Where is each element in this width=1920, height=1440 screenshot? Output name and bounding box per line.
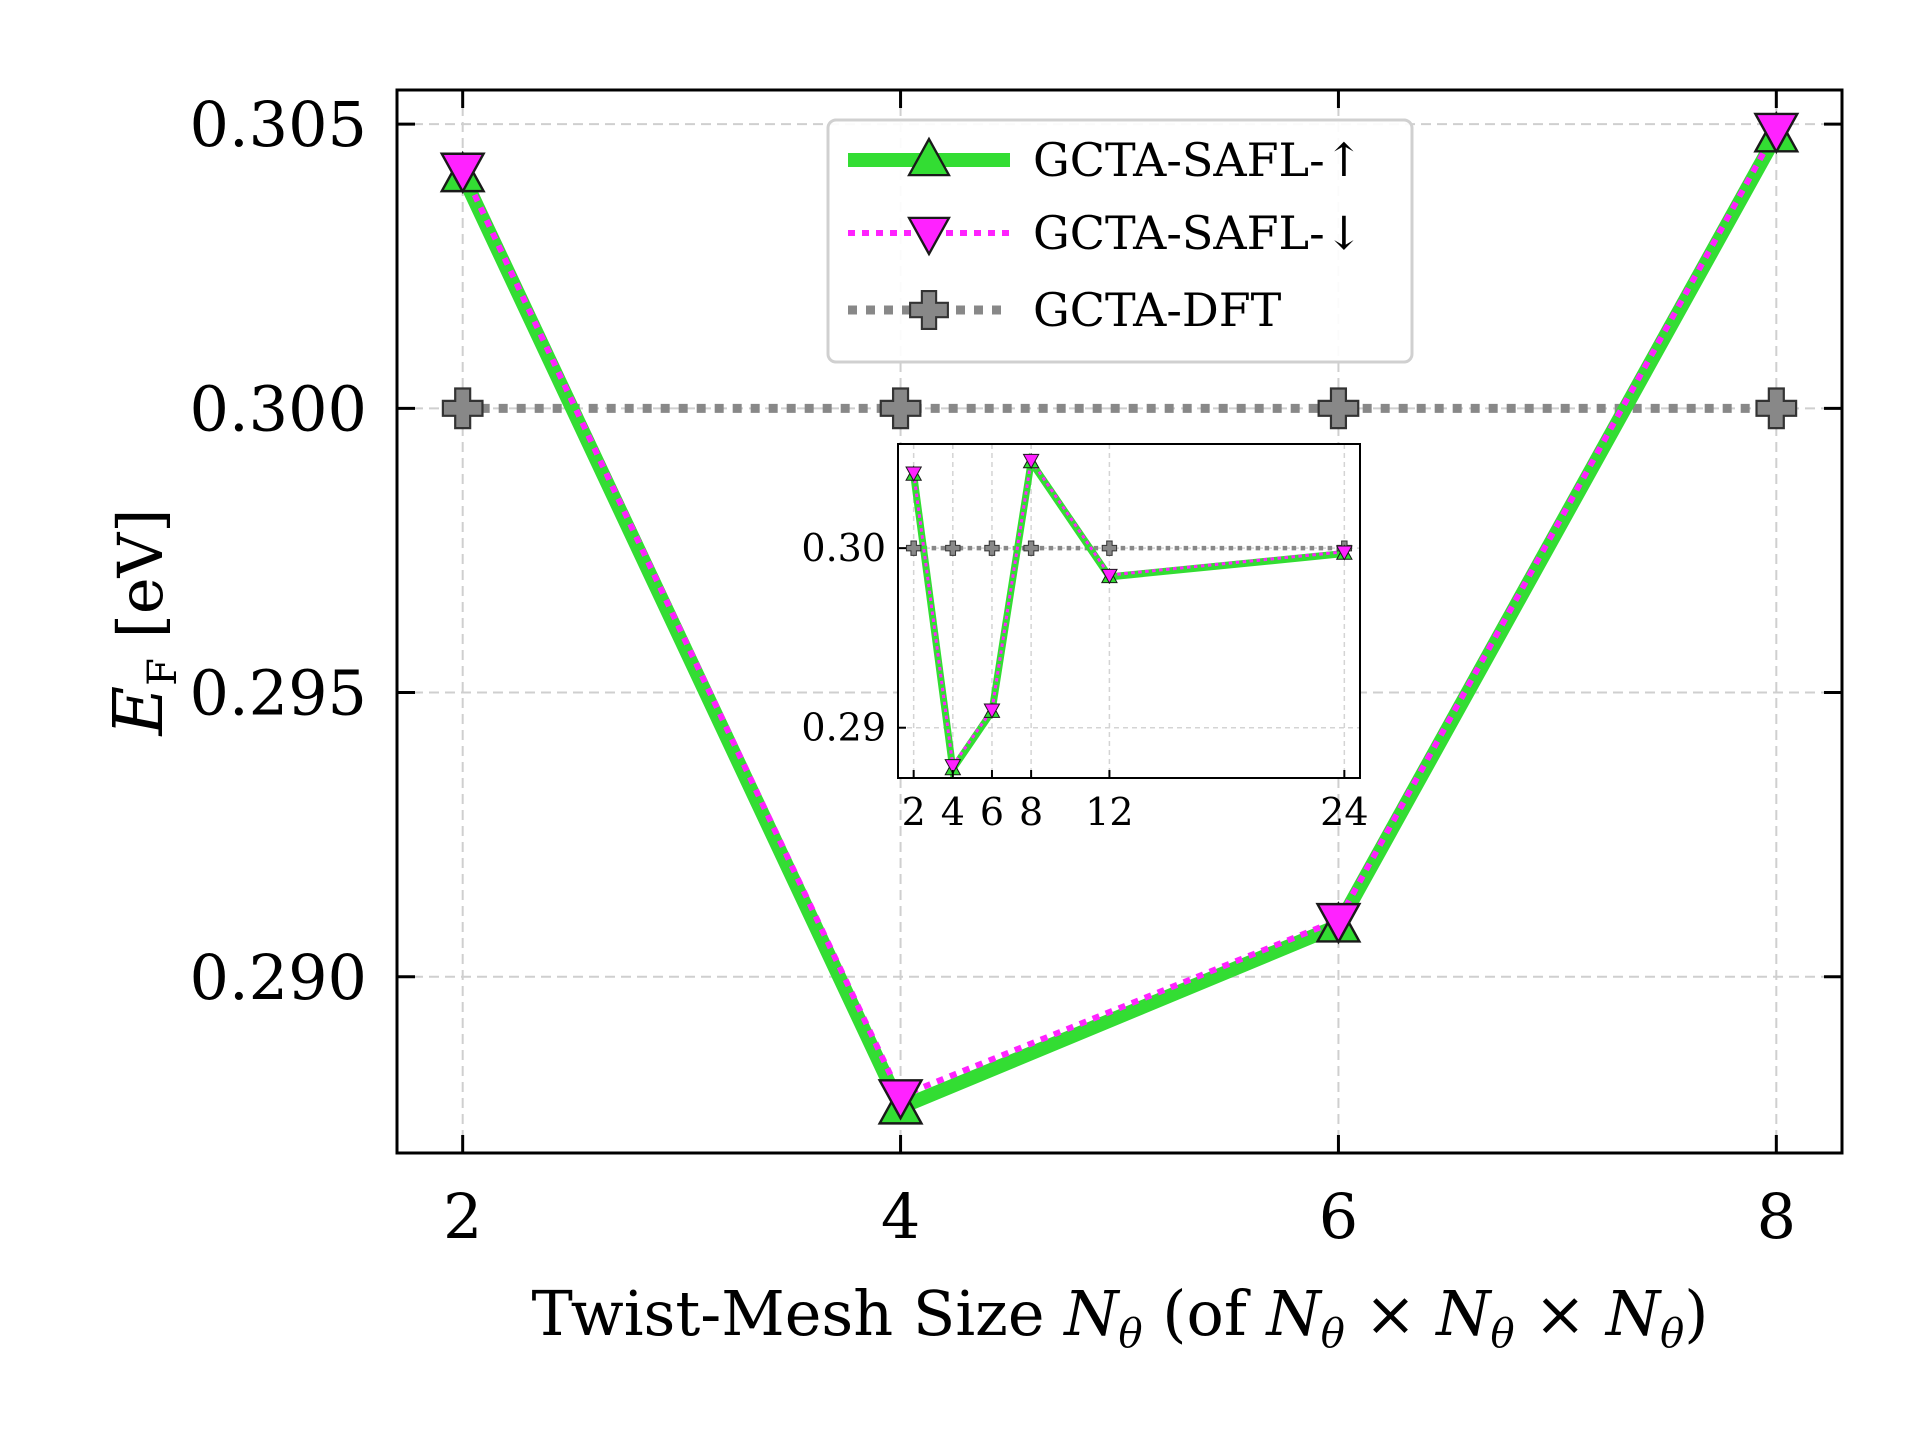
inset-x-tick-label: 12 xyxy=(1085,790,1133,834)
main-series xyxy=(439,110,1800,1125)
inset-y-tick-label: 0.29 xyxy=(801,706,886,750)
y-tick-label: 0.305 xyxy=(190,88,368,161)
y-tick-label: 0.290 xyxy=(190,941,368,1014)
inset-series-line-triangle-down xyxy=(912,456,1345,770)
inset-chart: 2 4 6 8 12 240.290.30 xyxy=(801,443,1369,834)
x-tick-label: 4 xyxy=(881,1180,920,1253)
series-line-triangle-down xyxy=(459,128,1779,1100)
main-ticks xyxy=(397,90,1842,1153)
inset-marker-triangle-down xyxy=(944,759,962,775)
marker-triangle-down xyxy=(1315,902,1362,945)
x-tick-label: 6 xyxy=(1319,1180,1358,1253)
inset-x-tick-label: 8 xyxy=(1019,790,1043,834)
legend-label-triangle-down: GCTA-SAFL-↓ xyxy=(1033,206,1363,260)
marker-plus xyxy=(879,387,922,430)
inset-marker-triangle-down xyxy=(905,466,923,482)
inset-marker-plus xyxy=(1023,540,1039,556)
x-tick-label: 2 xyxy=(443,1180,482,1253)
inset-marker-triangle-down xyxy=(983,703,1001,719)
marker-plus xyxy=(1317,387,1360,430)
y-axis-label: EF [eV] xyxy=(100,509,186,738)
marker-triangle-down xyxy=(1753,112,1800,155)
main-plot-frame xyxy=(395,88,1844,1155)
inset-x-tick-label: 2 xyxy=(902,790,926,834)
y-tick-label: 0.295 xyxy=(190,657,368,730)
marker-triangle-down xyxy=(439,152,486,195)
inset-background xyxy=(898,444,1360,778)
inset-x-tick-label: 24 xyxy=(1320,790,1368,834)
x-tick-label: 8 xyxy=(1757,1180,1796,1253)
marker-plus xyxy=(441,387,484,430)
inset-plot-frame xyxy=(897,443,1361,779)
inset-marker-plus xyxy=(984,540,1000,556)
marker-plus xyxy=(1755,387,1798,430)
inset-x-tick-label: 6 xyxy=(980,790,1004,834)
inset-marker-plus xyxy=(945,540,961,556)
inset-y-tick-label: 0.30 xyxy=(801,526,886,570)
legend-marker-triangle-up xyxy=(907,136,951,177)
inset-marker-plus xyxy=(905,540,922,556)
inset-marker-plus xyxy=(1101,540,1118,556)
legend: GCTA-SAFL-↑ GCTA-SAFL-↓ GCTA-DFT xyxy=(826,118,1414,364)
inset-marker-triangle-down xyxy=(1335,545,1353,561)
legend-label-triangle-up: GCTA-SAFL-↑ xyxy=(1033,133,1363,187)
y-tick-label: 0.300 xyxy=(190,372,368,445)
legend-box xyxy=(826,118,1414,364)
series-line-triangle-up xyxy=(456,132,1783,1117)
inset-tick-labels: 2 4 6 8 12 240.290.30 xyxy=(801,526,1368,834)
inset-x-tick-label: 4 xyxy=(941,790,965,834)
legend-marker-triangle-down xyxy=(907,216,951,257)
inset-series-line-triangle-up xyxy=(910,452,1345,779)
legend-label-plus: GCTA-DFT xyxy=(1033,283,1282,337)
inset-series xyxy=(905,452,1353,779)
marker-triangle-down xyxy=(877,1079,924,1121)
legend-marker-plus xyxy=(909,290,949,330)
inset-marker-triangle-down xyxy=(1022,453,1040,470)
inset-marker-triangle-down xyxy=(1100,568,1118,585)
inset-ticks xyxy=(898,547,1346,778)
x-axis-label: Twist-Mesh Size Nθ (of Nθ × Nθ × Nθ) xyxy=(532,1277,1709,1357)
